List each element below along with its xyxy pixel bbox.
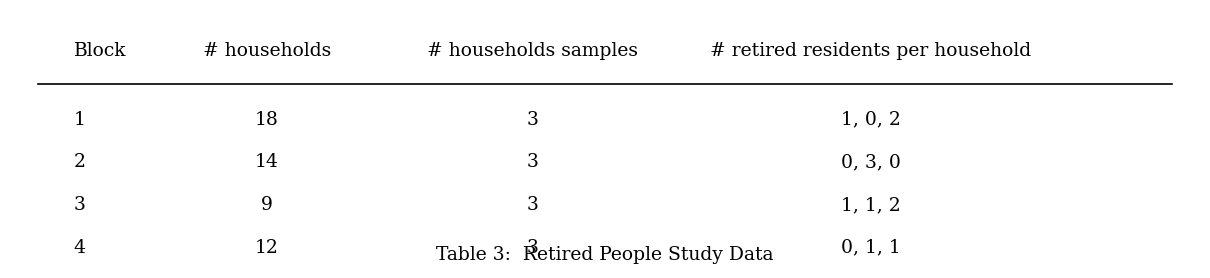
Text: 3: 3: [526, 153, 538, 172]
Text: 14: 14: [255, 153, 280, 172]
Text: 3: 3: [526, 111, 538, 129]
Text: Block: Block: [74, 42, 126, 60]
Text: 3: 3: [526, 239, 538, 257]
Text: 18: 18: [255, 111, 280, 129]
Text: 3: 3: [526, 196, 538, 214]
Text: Table 3:  Retired People Study Data: Table 3: Retired People Study Data: [437, 245, 773, 264]
Text: 2: 2: [74, 153, 86, 172]
Text: 12: 12: [255, 239, 280, 257]
Text: # retired residents per household: # retired residents per household: [710, 42, 1031, 60]
Text: 1, 1, 2: 1, 1, 2: [841, 196, 900, 214]
Text: 9: 9: [261, 196, 273, 214]
Text: 4: 4: [74, 239, 86, 257]
Text: 1: 1: [74, 111, 86, 129]
Text: 1, 0, 2: 1, 0, 2: [841, 111, 900, 129]
Text: # households samples: # households samples: [427, 42, 638, 60]
Text: 3: 3: [74, 196, 86, 214]
Text: # households: # households: [203, 42, 332, 60]
Text: 0, 3, 0: 0, 3, 0: [841, 153, 900, 172]
Text: 0, 1, 1: 0, 1, 1: [841, 239, 900, 257]
